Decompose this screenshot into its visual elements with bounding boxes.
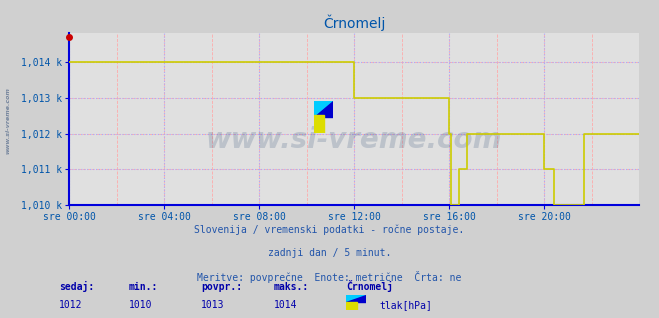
- Bar: [346, 302, 357, 310]
- Text: sedaj:: sedaj:: [59, 281, 94, 292]
- Text: maks.:: maks.:: [273, 282, 308, 292]
- Text: Črnomelj: Črnomelj: [346, 280, 393, 292]
- Polygon shape: [346, 295, 366, 302]
- Text: Meritve: povprečne  Enote: metrične  Črta: ne: Meritve: povprečne Enote: metrične Črta:…: [197, 271, 462, 283]
- Text: Slovenija / vremenski podatki - ročne postaje.: Slovenija / vremenski podatki - ročne po…: [194, 224, 465, 235]
- Title: Črnomelj: Črnomelj: [323, 14, 386, 31]
- Text: min.:: min.:: [129, 282, 158, 292]
- Text: zadnji dan / 5 minut.: zadnji dan / 5 minut.: [268, 248, 391, 258]
- Polygon shape: [314, 101, 333, 117]
- Text: tlak[hPa]: tlak[hPa]: [379, 301, 432, 310]
- Text: www.si-vreme.com: www.si-vreme.com: [206, 126, 502, 154]
- Polygon shape: [346, 295, 366, 302]
- Text: 1013: 1013: [201, 301, 225, 310]
- Bar: [314, 115, 324, 133]
- Polygon shape: [314, 101, 333, 117]
- Text: 1012: 1012: [59, 301, 83, 310]
- Text: 1010: 1010: [129, 301, 152, 310]
- Text: www.si-vreme.com: www.si-vreme.com: [5, 87, 11, 154]
- Text: povpr.:: povpr.:: [201, 282, 242, 292]
- Text: 1014: 1014: [273, 301, 297, 310]
